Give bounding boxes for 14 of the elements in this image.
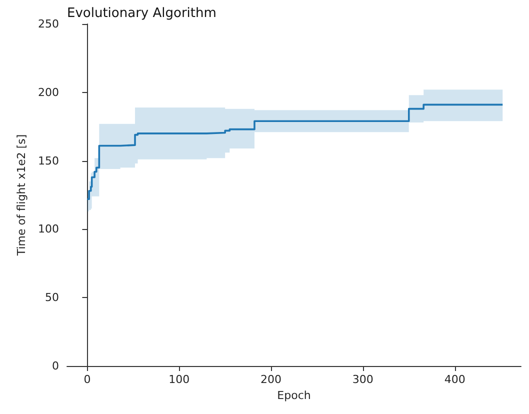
chart-title: Evolutionary Algorithm: [67, 6, 216, 21]
x-tick-label: 300: [352, 373, 374, 386]
x-tick-label: 100: [168, 373, 190, 386]
y-tick-label: 100: [38, 222, 59, 236]
x-tick-label: 200: [260, 373, 282, 386]
y-axis-title: Time of flight x1e2 [s]: [15, 134, 28, 257]
x-tick-label: 400: [444, 373, 466, 386]
y-tick-label: 50: [45, 291, 59, 304]
y-tick-label: 250: [38, 18, 59, 30]
x-axis-title: Epoch: [277, 389, 311, 402]
y-tick-label: 150: [38, 154, 59, 168]
y-tick-label: 0: [52, 360, 59, 372]
y-tick-label: 200: [38, 86, 59, 99]
x-tick-label: 0: [84, 373, 91, 386]
